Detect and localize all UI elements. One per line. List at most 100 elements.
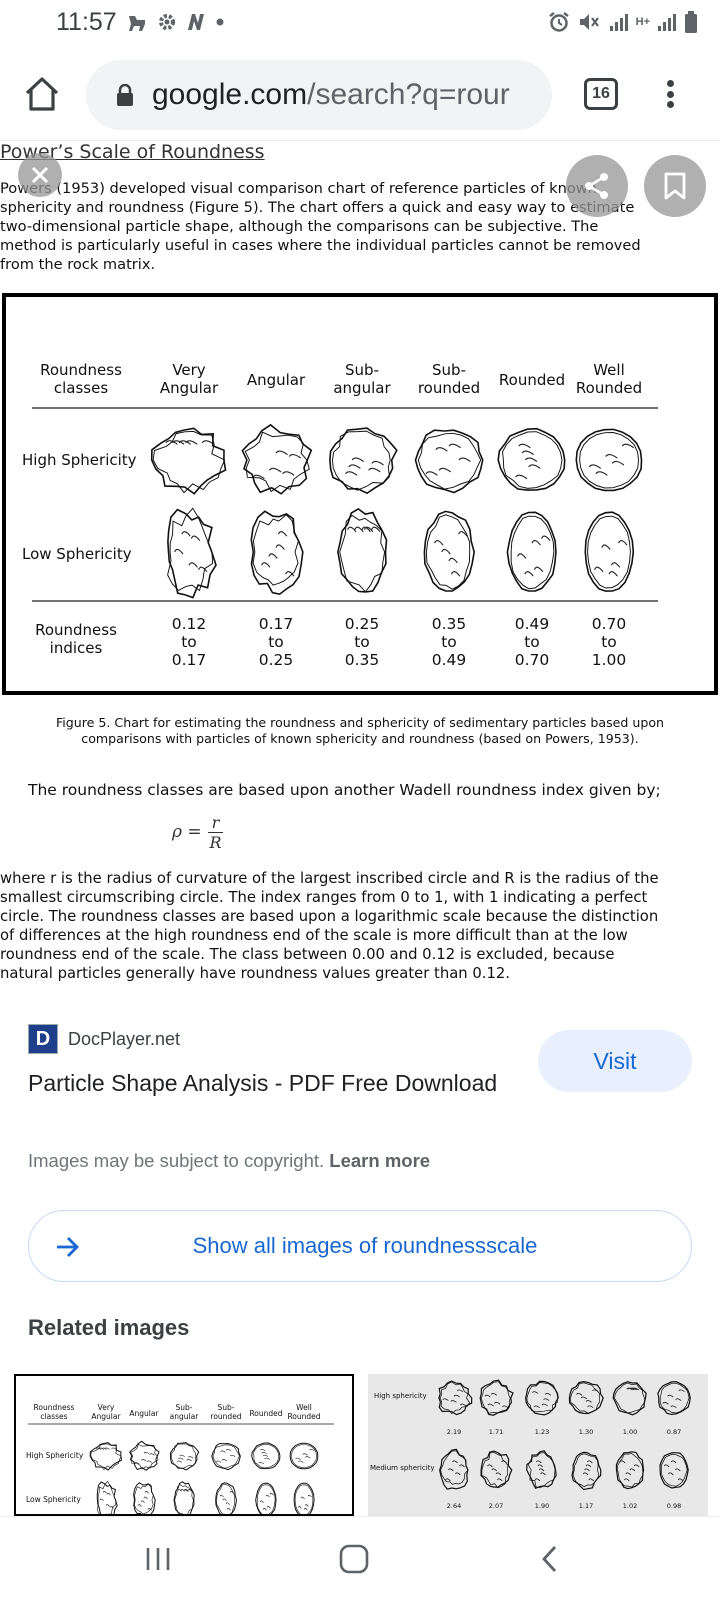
visit-button[interactable]: Visit: [538, 1030, 692, 1092]
address-bar[interactable]: google.com/search?q=rour: [86, 60, 552, 130]
figure-header-label: Rounded: [576, 379, 642, 397]
source-name: DocPlayer.net: [68, 1028, 181, 1049]
roundness-index-value: 0.17: [259, 615, 294, 633]
bookmark-icon: [664, 172, 686, 200]
related-image-2[interactable]: High sphericity Medium sphericity 2.19 2.6…: [368, 1374, 708, 1516]
grain-low-sphericity: [337, 507, 388, 593]
doc-line: of differences at the high roundness end…: [0, 927, 628, 944]
roundness-figure: Roundness classes Very Angular Angular Sub-an…: [2, 293, 718, 695]
copyright-notice: Images may be subject to copyright. Lear…: [28, 1150, 430, 1172]
result-source[interactable]: D DocPlayer.net: [28, 1024, 180, 1054]
share-button[interactable]: [566, 155, 628, 217]
thumb-header-label: classes: [40, 1412, 67, 1421]
result-title[interactable]: Particle Shape Analysis - PDF Free Downl…: [28, 1070, 498, 1096]
wadell-text: The roundness classes are based upon ano…: [28, 781, 661, 799]
roundness-index-value: 0.12: [172, 615, 207, 633]
thumb-grain: [571, 1451, 602, 1491]
grain-low-sphericity: [423, 510, 476, 592]
roundness-index-value: 0.17: [172, 651, 207, 669]
grain-high-sphericity: [414, 429, 484, 494]
grain-high-sphericity: [150, 427, 227, 495]
tab-count: 16: [592, 85, 610, 102]
roundness-index-value: 0.35: [432, 615, 467, 633]
learn-more-link[interactable]: Learn more: [329, 1150, 431, 1171]
battery-icon: [685, 11, 697, 33]
thumb-value: 1.23: [535, 1428, 549, 1436]
roundness-index-value: 0.70: [592, 615, 627, 633]
thumb-value: 1.02: [623, 1502, 637, 1510]
signal-icon: [609, 13, 628, 31]
browser-menu-button[interactable]: [660, 74, 680, 114]
thumb-row-label: High Sphericity: [26, 1451, 84, 1460]
roundness-index-value: to: [601, 633, 617, 651]
home-button[interactable]: [22, 74, 62, 114]
related-image-1[interactable]: Roundness classes Very Angular Angular Sub-an…: [14, 1374, 354, 1516]
settings-gear-icon: [158, 14, 175, 30]
share-icon: [585, 173, 608, 199]
figure-header-label: rounded: [418, 379, 480, 397]
thumb-header-label: Sub-: [176, 1403, 193, 1412]
thumb-row-label: High sphericity: [374, 1392, 427, 1400]
thumb-grain: [169, 1442, 200, 1471]
save-image-button[interactable]: [644, 155, 706, 217]
roundness-formula: ρ = r R: [172, 813, 224, 852]
related-image-2-chart: High sphericity Medium sphericity 2.19 2.6…: [370, 1379, 691, 1510]
doc-line: Powers (1953) developed visual compariso…: [0, 180, 597, 197]
url-text: google.com/search?q=rour: [152, 78, 510, 112]
alarm-icon: [548, 12, 569, 32]
notification-app-icon: [128, 16, 145, 31]
thumb-value: 2.19: [447, 1428, 461, 1436]
thumb-grain: [89, 1442, 123, 1471]
thumb-header-label: Angular: [91, 1412, 121, 1421]
home-nav-button[interactable]: [324, 1535, 384, 1583]
thumb-grain: [615, 1451, 645, 1490]
grain-low-sphericity: [584, 511, 635, 592]
lock-icon: [117, 84, 133, 106]
thumb-value: 1.30: [579, 1428, 593, 1436]
thumb-grain: [289, 1442, 319, 1470]
roundness-index-value: 0.25: [259, 651, 294, 669]
docplayer-favicon-icon: D: [28, 1024, 58, 1054]
network-type-label: H+: [635, 16, 650, 28]
doc-line: method is particularly useful in cases w…: [0, 237, 641, 254]
status-notification-icons: [127, 12, 225, 32]
thumb-grain: [568, 1380, 604, 1415]
figure-header-label: angular: [333, 379, 391, 397]
figure-header-label: Rounded: [499, 371, 565, 389]
roundness-index-value: to: [524, 633, 540, 651]
recent-apps-icon: [146, 1548, 170, 1570]
related-images-title: Related images: [28, 1315, 190, 1340]
thumb-value: 0.98: [667, 1502, 681, 1510]
grain-low-sphericity: [506, 511, 557, 592]
thumb-grain: [215, 1482, 238, 1514]
show-all-images-button[interactable]: Show all images of roundnessscale: [28, 1210, 692, 1282]
recent-apps-button[interactable]: [128, 1535, 188, 1583]
copyright-text: Images may be subject to copyright.: [28, 1150, 325, 1171]
thumb-grain: [251, 1442, 281, 1470]
status-bar: 11:57 H+: [0, 0, 720, 44]
thumb-header-label: angular: [170, 1412, 200, 1421]
thumb-header-label: Very: [98, 1403, 115, 1412]
grain-high-sphericity: [241, 423, 313, 495]
roundness-index-value: to: [268, 633, 284, 651]
thumb-header-label: Well: [296, 1403, 312, 1412]
figure-header-label: Angular: [160, 379, 219, 397]
doc-line: roundness end of the scale. The class be…: [0, 946, 615, 963]
doc-line: two-dimensional particle shape, although…: [0, 218, 599, 235]
back-icon: [542, 1546, 557, 1572]
figure-header-label: Sub-: [345, 361, 379, 379]
status-time: 11:57: [56, 7, 117, 36]
back-button[interactable]: [520, 1535, 580, 1583]
url-domain: google.com: [152, 78, 308, 111]
figure-header-label: Well: [593, 361, 625, 379]
doc-heading: Power’s Scale of Roundness: [0, 141, 265, 163]
tab-switcher-button[interactable]: 16: [584, 78, 618, 110]
home-icon: [25, 77, 59, 111]
thumb-grain: [525, 1380, 559, 1416]
thumb-grain: [129, 1440, 160, 1471]
status-system-icons: H+: [548, 11, 698, 33]
doc-line: smallest circumscribing circle. The inde…: [0, 889, 648, 906]
close-viewer-button[interactable]: [18, 153, 62, 197]
close-icon: [31, 166, 49, 184]
